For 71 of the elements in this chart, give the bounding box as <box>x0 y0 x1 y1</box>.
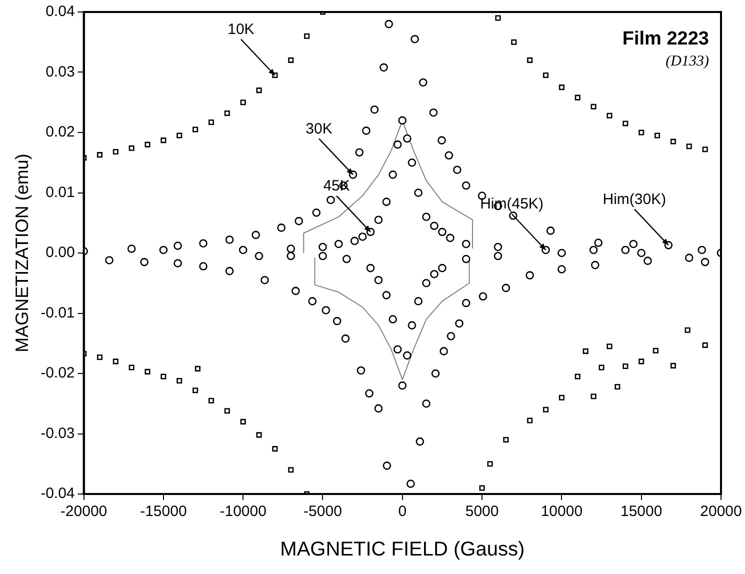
x-tick-label: 20000 <box>700 503 742 520</box>
point <box>408 321 416 330</box>
point <box>621 246 630 254</box>
point <box>446 234 454 242</box>
point <box>342 254 351 264</box>
point <box>438 264 446 272</box>
y-tick-label: -0.04 <box>40 485 75 502</box>
point <box>430 270 438 278</box>
y-axis-title: MAGNETIZATION (emu) <box>12 154 32 352</box>
point <box>414 188 422 197</box>
point <box>393 140 402 149</box>
point <box>374 216 383 224</box>
annotation: Him(30K) <box>602 190 666 208</box>
point <box>318 242 327 252</box>
point <box>558 248 566 258</box>
point <box>403 351 412 360</box>
point <box>382 198 391 206</box>
point <box>408 158 416 167</box>
point <box>254 252 264 260</box>
point <box>318 252 327 260</box>
point <box>398 381 407 390</box>
point <box>430 222 438 230</box>
annotation: 45K <box>323 178 350 195</box>
point <box>494 252 502 260</box>
point <box>462 254 470 264</box>
point <box>388 315 397 324</box>
point <box>238 246 248 254</box>
point <box>414 297 422 306</box>
y-tick-label: -0.03 <box>40 424 75 442</box>
x-tick-label: 5000 <box>465 503 499 520</box>
point <box>700 258 710 266</box>
x-tick-label: -15000 <box>140 503 187 520</box>
point <box>334 240 343 248</box>
x-tick-label: 15000 <box>620 503 662 520</box>
point <box>438 228 446 236</box>
y-tick-label: -0.01 <box>40 304 75 322</box>
x-tick-label: 10000 <box>540 503 583 520</box>
point <box>286 252 296 260</box>
x-tick-label: 0 <box>398 503 407 520</box>
point <box>403 134 412 143</box>
annotation: 10K <box>228 20 254 38</box>
annotation: (D133) <box>666 53 709 70</box>
point <box>422 278 430 288</box>
point <box>462 240 470 248</box>
annotation: 30K <box>306 120 332 138</box>
y-tick-label: 0.04 <box>46 3 75 20</box>
annotation: Film 2223 <box>622 28 709 50</box>
x-tick-label: -20000 <box>60 503 108 520</box>
y-tick-label: 0.00 <box>46 244 75 262</box>
annotation: Him(45K) <box>480 196 544 213</box>
y-tick-label: 0.02 <box>46 124 75 141</box>
point <box>494 242 502 252</box>
x-tick-label: -5000 <box>304 503 342 520</box>
y-tick-label: -0.02 <box>40 364 75 382</box>
point <box>366 264 375 272</box>
point <box>589 246 598 254</box>
point <box>350 236 359 246</box>
point <box>286 244 296 253</box>
point <box>422 212 430 221</box>
y-tick-label: 0.01 <box>46 184 75 201</box>
point <box>398 116 407 125</box>
point <box>382 291 391 300</box>
point <box>374 276 383 284</box>
point <box>637 248 646 258</box>
x-tick-label: -10000 <box>220 503 266 520</box>
x-axis-title: MAGNETIC FIELD (Gauss) <box>280 538 525 561</box>
point <box>388 170 397 179</box>
point <box>159 246 168 254</box>
y-tick-label: 0.03 <box>46 63 75 80</box>
point <box>393 345 402 354</box>
point <box>358 232 367 241</box>
